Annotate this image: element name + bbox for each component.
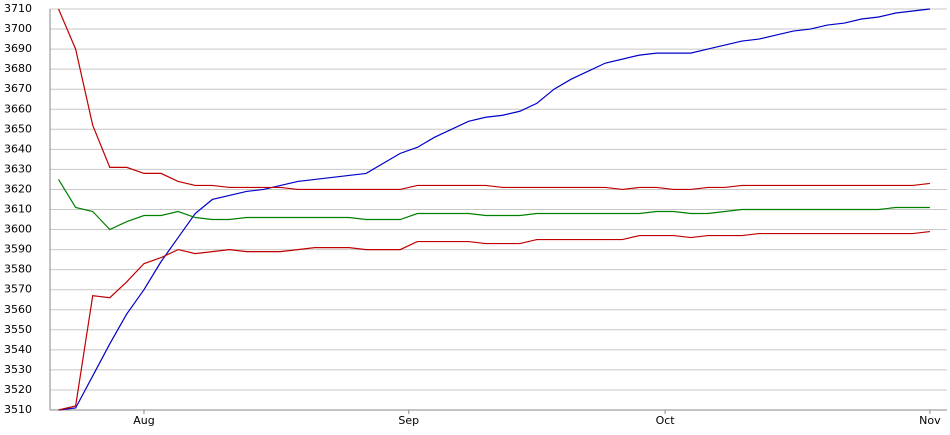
y-tick-label: 3630 [4,162,32,175]
y-tick-label: 3670 [4,82,32,95]
y-tick-label: 3700 [4,22,32,35]
y-tick-label: 3620 [4,182,32,195]
y-tick-label: 3660 [4,102,32,115]
y-tick-label: 3640 [4,142,32,155]
y-tick-label: 3650 [4,122,32,135]
y-tick-label: 3560 [4,303,32,316]
y-tick-label: 3580 [4,263,32,276]
series-line [58,179,930,231]
x-tick-label: Sep [398,414,419,427]
y-tick-label: 3570 [4,283,32,296]
x-tick-label: Aug [133,414,154,427]
series-line [58,230,930,411]
y-tick-label: 3510 [4,403,32,416]
series-line [57,8,930,191]
y-tick-label: 3690 [4,42,32,55]
y-tick-label: 3680 [4,62,32,75]
y-tick-label: 3520 [4,383,32,396]
y-tick-label: 3710 [4,2,32,15]
y-tick-label: 3590 [4,243,32,256]
x-tick-label: Oct [656,414,676,427]
y-tick-label: 3540 [4,343,32,356]
y-tick-label: 3600 [4,223,32,236]
series-line [58,8,930,411]
y-tick-label: 3550 [4,323,32,336]
x-tick-label: Nov [919,414,941,427]
y-tick-label: 3610 [4,203,32,216]
y-tick-label: 3530 [4,363,32,376]
